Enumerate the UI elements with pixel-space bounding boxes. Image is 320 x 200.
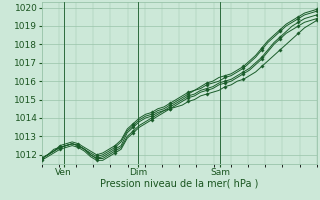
X-axis label: Pression niveau de la mer( hPa ): Pression niveau de la mer( hPa ) — [100, 179, 258, 189]
